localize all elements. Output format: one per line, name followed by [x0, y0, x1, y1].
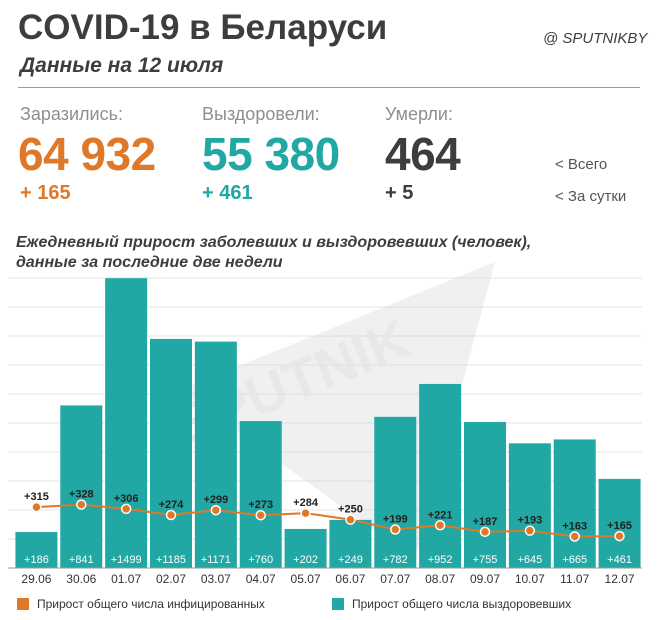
infected-point: [210, 504, 222, 516]
infected-point-label: +274: [159, 499, 185, 511]
legend-total-label: < Всего: [555, 156, 608, 173]
recovered-bar: [60, 405, 103, 568]
x-tick-label: 09.07: [470, 572, 500, 586]
recovered-bar-label: +186: [24, 554, 49, 566]
infected-point-label: +299: [203, 494, 228, 506]
x-tick-label: 07.07: [380, 572, 410, 586]
recovered-delta: + 461: [202, 182, 253, 204]
infected-point-label: +165: [607, 520, 632, 532]
recovered-bar: [284, 528, 327, 568]
recovered-bar: [194, 341, 237, 568]
recovered-total: 55 380: [202, 128, 340, 180]
recovered-bar-label: +1171: [201, 554, 231, 566]
infected-point: [76, 499, 87, 510]
recovered-bar: [329, 519, 372, 568]
infected-total: 64 932: [18, 128, 156, 180]
recovered-bar: [150, 338, 192, 568]
x-tick-label: 30.06: [66, 572, 96, 586]
infected-series-line: [36, 503, 620, 538]
x-tick-label: 10.07: [515, 572, 545, 586]
x-tick-label: 08.07: [425, 572, 455, 586]
infected-point: [345, 514, 356, 525]
infected-point-label: +328: [69, 489, 94, 501]
recovered-bar: [419, 383, 462, 568]
infected-point: [479, 526, 491, 538]
infected-point-label: +250: [338, 504, 363, 516]
x-tick-label: 03.07: [201, 572, 231, 586]
infected-point: [614, 530, 625, 542]
infected-point: [255, 509, 266, 521]
page-title: COVID-19 в Беларуси: [18, 8, 388, 47]
infected-point: [524, 525, 536, 536]
legend-recovered-label: Прирост общего числа выздоровевших: [352, 597, 572, 611]
died-total: 464: [385, 128, 461, 180]
recovered-bar-label: +760: [248, 554, 273, 566]
header-divider: [18, 87, 640, 88]
died-label: Умерли:: [385, 104, 453, 124]
infected-point-label: +199: [383, 514, 408, 526]
recovered-bar-label: +665: [562, 554, 587, 566]
recovered-label: Выздоровели:: [202, 104, 320, 124]
infected-point-label: +193: [517, 515, 542, 527]
infected-point-label: +273: [248, 499, 273, 511]
x-tick-label: 05.07: [291, 572, 321, 586]
legend-recovered-swatch: [332, 598, 344, 610]
died-delta: + 5: [385, 182, 414, 204]
recovered-bar: [464, 422, 506, 568]
page-subtitle: Данные на 12 июля: [20, 54, 224, 77]
infected-point: [390, 524, 401, 535]
x-tick-label: 06.07: [335, 572, 365, 586]
recovered-bar-label: +645: [517, 554, 542, 566]
source-label: @ SPUTNIKBY: [543, 30, 648, 47]
infected-point: [434, 520, 446, 531]
chart-title-line2: данные за последние две недели: [16, 254, 283, 271]
infected-point: [569, 531, 580, 542]
chart-title-line1: Ежедневный прирост заболевших и выздоров…: [16, 234, 532, 251]
x-tick-label: 12.07: [605, 572, 635, 586]
infected-point-label: +221: [428, 509, 453, 521]
legend-infected-label: Прирост общего числа инфицированных: [37, 597, 265, 611]
legend-daily-label: < За сутки: [555, 188, 627, 205]
infected-point: [31, 501, 42, 513]
infected-point: [300, 507, 311, 519]
infected-point-label: +163: [562, 520, 587, 532]
recovered-bar: [553, 439, 596, 568]
recovered-bar-label: +1499: [111, 554, 142, 566]
infected-point-label: +306: [114, 493, 139, 505]
infected-point: [120, 503, 132, 515]
infected-label: Заразились:: [20, 104, 123, 124]
recovered-bar-label: +1185: [156, 554, 186, 566]
infected-delta: + 165: [20, 182, 71, 204]
x-tick-label: 04.07: [246, 572, 276, 586]
recovered-bar: [15, 532, 58, 568]
recovered-bar-label: +461: [607, 554, 632, 566]
infected-point-label: +315: [24, 491, 49, 503]
recovered-bar-label: +782: [383, 554, 408, 566]
recovered-bar: [239, 421, 282, 568]
x-tick-label: 29.06: [21, 572, 51, 586]
infected-point-label: +284: [293, 497, 319, 509]
x-tick-label: 02.07: [156, 572, 186, 586]
recovered-bar-label: +249: [338, 554, 363, 566]
x-tick-label: 01.07: [111, 572, 141, 586]
recovered-bar: [374, 416, 417, 568]
legend-infected-swatch: [17, 598, 29, 610]
infected-point: [165, 509, 177, 521]
recovered-bar: [598, 478, 641, 568]
x-tick-label: 11.07: [560, 572, 589, 586]
recovered-bar-label: +841: [69, 554, 94, 566]
recovered-bar-label: +202: [293, 554, 318, 566]
infected-point-label: +187: [473, 516, 498, 528]
recovered-bar-label: +755: [473, 554, 498, 566]
recovered-bar: [105, 278, 148, 568]
recovered-bar-label: +952: [428, 554, 453, 566]
recovered-bar: [508, 443, 551, 568]
